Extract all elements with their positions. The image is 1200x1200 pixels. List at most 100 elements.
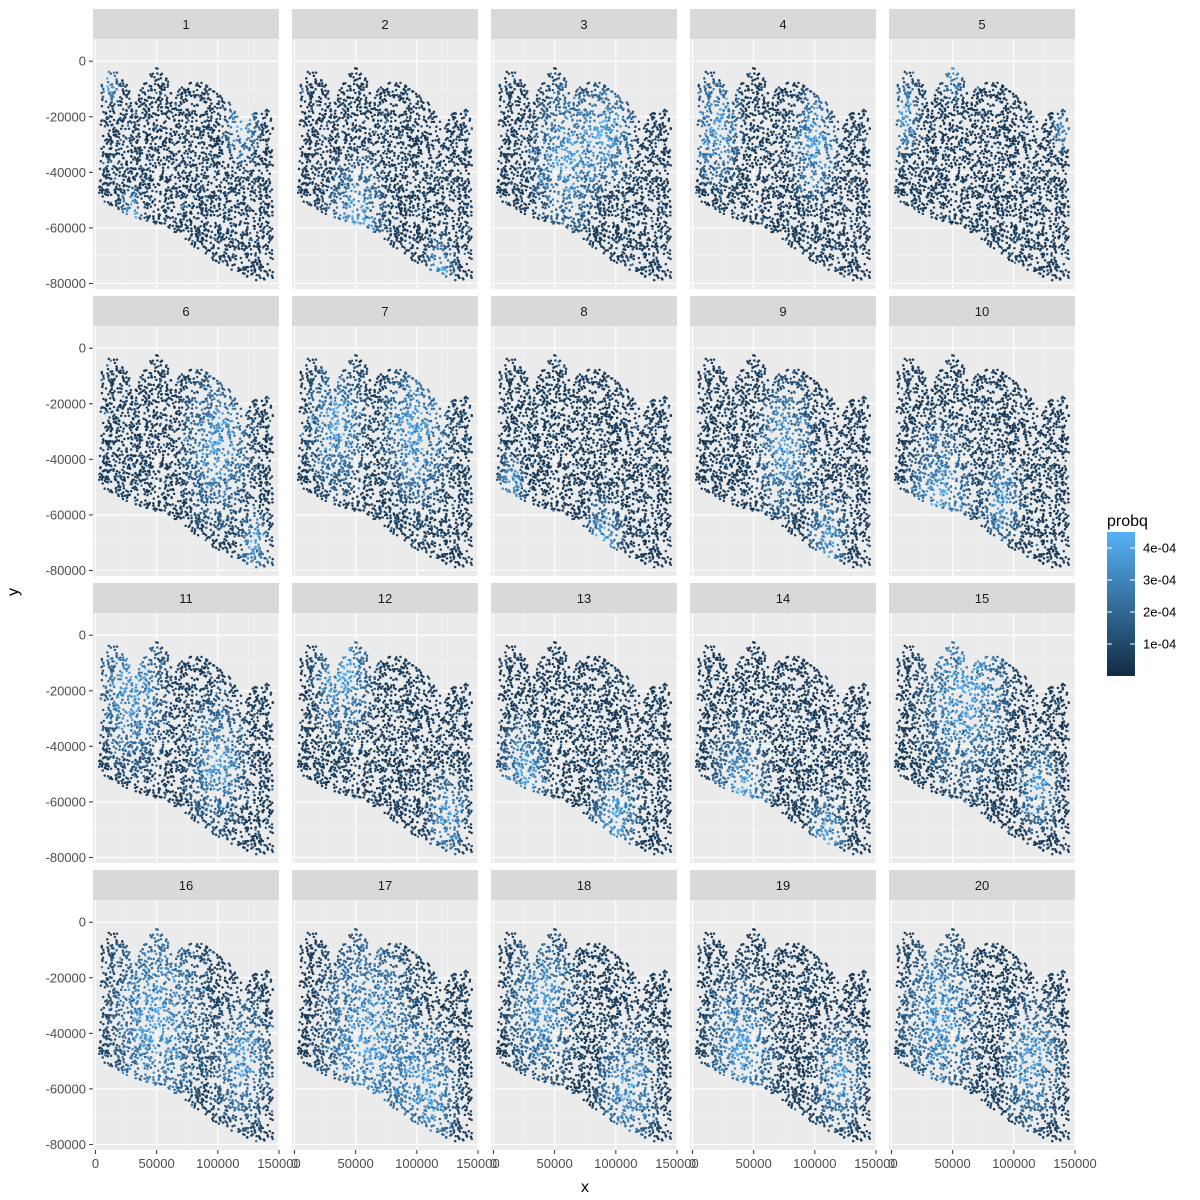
data-point	[232, 121, 235, 124]
data-point	[121, 79, 124, 82]
data-point	[118, 136, 121, 139]
data-point	[259, 229, 262, 232]
data-point	[191, 103, 194, 106]
data-point	[225, 131, 228, 134]
data-point	[212, 259, 215, 262]
data-point	[194, 110, 197, 113]
data-point	[219, 258, 222, 261]
data-point	[390, 202, 393, 205]
data-point	[202, 133, 205, 136]
data-point	[124, 128, 127, 131]
data-point	[148, 187, 151, 190]
data-point	[230, 186, 233, 189]
data-point	[185, 150, 188, 153]
data-point	[129, 170, 132, 173]
data-point	[140, 214, 143, 217]
data-point	[455, 142, 458, 145]
data-point	[217, 215, 220, 218]
data-point	[107, 201, 110, 204]
data-point	[246, 256, 249, 259]
data-point	[196, 194, 199, 197]
data-point	[166, 148, 169, 151]
data-point	[118, 188, 121, 191]
data-point	[229, 200, 232, 203]
data-point	[217, 95, 220, 98]
data-point	[182, 157, 185, 160]
data-point	[236, 199, 239, 202]
data-point	[170, 157, 173, 160]
data-point	[190, 184, 193, 187]
data-point	[329, 142, 332, 145]
data-point	[182, 99, 185, 102]
data-point	[207, 229, 210, 232]
data-point	[250, 273, 253, 276]
data-point	[186, 205, 189, 208]
data-point	[158, 183, 161, 186]
data-point	[145, 105, 148, 108]
data-point	[194, 227, 197, 230]
data-point	[147, 150, 150, 153]
data-point	[144, 99, 147, 102]
data-point	[152, 112, 155, 115]
data-point	[262, 179, 265, 182]
data-point	[131, 167, 134, 170]
data-point	[398, 225, 401, 228]
data-point	[225, 135, 228, 138]
data-point	[262, 128, 265, 131]
data-point	[219, 213, 222, 216]
data-point	[173, 119, 176, 122]
data-point	[164, 200, 167, 203]
data-point	[178, 88, 181, 91]
data-point	[210, 102, 213, 105]
data-point	[172, 216, 175, 219]
data-point	[271, 253, 274, 256]
data-point	[129, 140, 132, 143]
data-point	[417, 130, 420, 133]
data-point	[266, 148, 269, 151]
data-point	[243, 177, 246, 180]
data-point	[268, 237, 271, 240]
data-point	[164, 209, 167, 212]
data-point	[230, 182, 233, 185]
data-point	[245, 218, 248, 221]
data-point	[234, 190, 237, 193]
data-point	[130, 116, 133, 119]
data-point	[237, 135, 240, 138]
data-point	[244, 145, 247, 148]
data-point	[149, 153, 152, 156]
data-point	[223, 178, 226, 181]
data-point	[122, 211, 125, 214]
data-point	[243, 191, 246, 194]
data-point	[178, 165, 181, 168]
data-point	[254, 260, 257, 263]
data-point	[164, 219, 167, 222]
data-point	[229, 149, 232, 152]
data-point	[225, 201, 228, 204]
data-point	[214, 164, 217, 167]
data-point	[216, 143, 219, 146]
data-point	[209, 225, 212, 228]
data-point	[106, 116, 109, 119]
data-point	[151, 101, 154, 104]
data-point	[159, 91, 162, 94]
data-point	[247, 137, 250, 140]
data-point	[155, 221, 158, 224]
data-point	[167, 207, 170, 210]
data-point	[209, 236, 212, 239]
data-point	[237, 163, 240, 166]
data-point	[147, 96, 150, 99]
data-point	[102, 162, 105, 165]
data-point	[206, 147, 209, 150]
data-point	[120, 163, 123, 166]
data-point	[111, 168, 114, 171]
data-point	[155, 101, 158, 104]
data-point	[229, 245, 232, 248]
data-point	[146, 133, 149, 136]
data-point	[201, 122, 204, 125]
data-point	[236, 126, 239, 129]
data-point	[122, 134, 125, 137]
data-point	[132, 130, 135, 133]
data-point	[214, 106, 217, 109]
data-point	[197, 192, 200, 195]
data-point	[180, 230, 183, 233]
